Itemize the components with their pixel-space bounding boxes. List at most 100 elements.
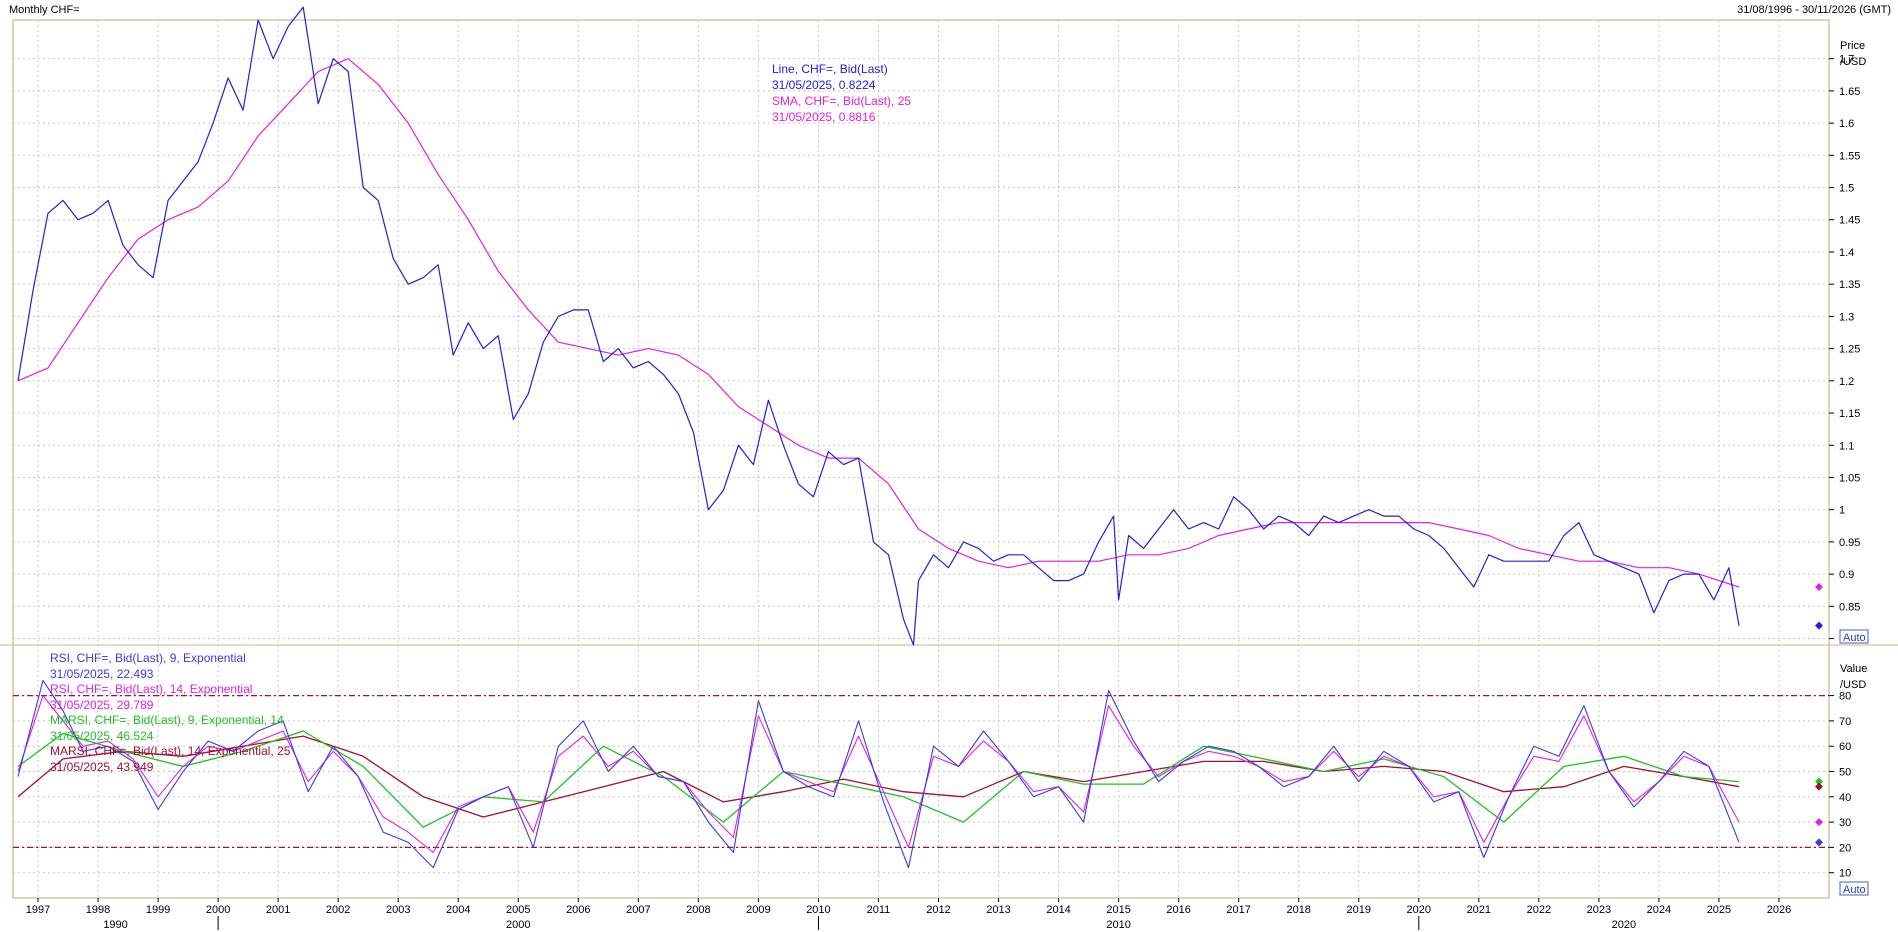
decade-label: 2000	[506, 919, 530, 931]
last-value-markers	[1815, 583, 1823, 847]
x-tick-label: 2020	[1407, 904, 1431, 916]
lower-y-tick-label: 10	[1839, 868, 1851, 880]
x-tick-label: 2005	[506, 904, 530, 916]
x-tick-label: 2007	[626, 904, 650, 916]
x-tick-label: 2012	[926, 904, 950, 916]
x-tick-label: 2018	[1286, 904, 1310, 916]
lower-legend-title: RSI, CHF=, Bid(Last), 14, Exponential	[50, 682, 252, 696]
lower-auto-button[interactable]: Auto	[1839, 881, 1869, 896]
x-tick-label: 1997	[26, 904, 50, 916]
lower-auto-label: Auto	[1843, 884, 1866, 896]
lower-axis-label-2: /USD	[1840, 679, 1866, 691]
x-tick-label: 2013	[986, 904, 1010, 916]
upper-y-tick-label: 1.1	[1839, 440, 1854, 452]
upper-axis-label-2: /USD	[1840, 56, 1866, 68]
date-range: 31/08/1996 - 30/11/2026 (GMT)	[1737, 4, 1891, 16]
upper-auto-label: Auto	[1843, 632, 1866, 644]
lower-y-tick-label: 20	[1839, 842, 1851, 854]
x-tick-label: 2026	[1767, 904, 1791, 916]
price-last-marker	[1815, 621, 1823, 630]
lower-legend-value: 31/05/2025, 29.789	[50, 698, 154, 712]
marsi9-line	[17, 730, 1740, 828]
x-tick-label: 2006	[566, 904, 590, 916]
lower-legend-title: RSI, CHF=, Bid(Last), 9, Exponential	[50, 651, 246, 665]
upper-y-tick-label: 1.55	[1839, 150, 1860, 162]
x-tick-label: 2024	[1647, 904, 1671, 916]
lower-panel-frame	[12, 644, 1830, 899]
upper-y-tick-label: 1.65	[1839, 86, 1860, 98]
x-tick-label: 2004	[446, 904, 470, 916]
chart-title: Monthly CHF=	[9, 4, 80, 16]
x-tick-label: 2016	[1166, 904, 1190, 916]
rsi9-line	[17, 679, 1740, 869]
lower-axis-label-1: Value	[1840, 663, 1867, 675]
lower-y-tick-label: 50	[1839, 767, 1851, 779]
upper-legend-title: SMA, CHF=, Bid(Last), 25	[772, 94, 911, 108]
x-tick-label: 2025	[1707, 904, 1731, 916]
x-tick-label: 2009	[746, 904, 770, 916]
x-tick-label: 1999	[146, 904, 170, 916]
marsi9-last-marker	[1815, 777, 1823, 786]
decade-label: 1990	[103, 919, 127, 931]
rsi14-last-marker	[1815, 818, 1823, 827]
x-tick-label: 2002	[326, 904, 350, 916]
lower-y-axis: 10 20 30 40 50 60 70 80	[1829, 691, 1851, 880]
upper-y-tick-label: 1.45	[1839, 215, 1860, 227]
x-tick-label: 2023	[1587, 904, 1611, 916]
decade-label: 2020	[1612, 919, 1636, 931]
upper-legend-value: 31/05/2025, 0.8224	[772, 78, 876, 92]
decade-label: 2010	[1106, 919, 1130, 931]
x-tick-label: 2000	[206, 904, 230, 916]
x-tick-label: 2011	[867, 904, 891, 916]
x-tick-label: 2010	[806, 904, 830, 916]
x-axis-years: 1997 1998 1999 2000 2001 2002 2003 2004 2005 2006…	[26, 898, 1791, 916]
x-tick-label: 2014	[1046, 904, 1070, 916]
x-tick-label: 2015	[1106, 904, 1130, 916]
upper-y-tick-label: 1.15	[1839, 408, 1860, 420]
upper-y-tick-label: 0.9	[1839, 569, 1854, 581]
lower-legend-value: 31/05/2025, 43.949	[50, 760, 154, 774]
x-tick-label: 1998	[86, 904, 110, 916]
upper-y-tick-label: 1.35	[1839, 279, 1860, 291]
x-tick-label: 2017	[1226, 904, 1250, 916]
lower-legend-title: MARSI, CHF=, Bid(Last), 9, Exponential, …	[50, 713, 284, 727]
x-tick-label: 2008	[686, 904, 710, 916]
vertical-grid	[37, 20, 1780, 898]
upper-y-tick-label: 0.95	[1839, 537, 1860, 549]
upper-y-axis: 0.80.850.90.9511.051.11.151.21.251.31.35…	[1829, 54, 1860, 646]
upper-series	[17, 6, 1740, 646]
upper-y-tick-label: 1.6	[1839, 118, 1854, 130]
lower-y-tick-label: 60	[1839, 741, 1851, 753]
lower-legend: RSI, CHF=, Bid(Last), 9, Exponential 31/0…	[50, 651, 291, 774]
upper-legend-title: Line, CHF=, Bid(Last)	[772, 62, 888, 76]
x-tick-label: 2003	[386, 904, 410, 916]
lower-y-tick-label: 40	[1839, 792, 1851, 804]
rsi-reference-lines	[13, 694, 1829, 849]
lower-legend-value: 31/05/2025, 22.493	[50, 667, 154, 681]
upper-y-tick-label: 1.4	[1839, 247, 1854, 259]
upper-y-tick-label: 1.5	[1839, 183, 1854, 195]
lower-legend-title: MARSI, CHF=, Bid(Last), 14, Exponential,…	[50, 744, 291, 758]
upper-y-tick-label: 1.25	[1839, 344, 1860, 356]
x-tick-label: 2021	[1467, 904, 1491, 916]
lower-y-tick-label: 70	[1839, 716, 1851, 728]
x-tick-label: 2022	[1527, 904, 1551, 916]
marsi14-line	[17, 735, 1740, 818]
x-tick-label: 2001	[266, 904, 290, 916]
x-axis-decades: 1990 2000 2010 2020	[103, 916, 1636, 931]
upper-y-tick-label: 1	[1839, 505, 1845, 517]
lower-y-tick-label: 30	[1839, 817, 1851, 829]
lower-series	[17, 679, 1740, 869]
upper-auto-button[interactable]: Auto	[1839, 629, 1869, 644]
sma-last-marker	[1815, 583, 1823, 592]
upper-y-tick-label: 1.7	[1839, 54, 1854, 66]
price-line	[17, 6, 1740, 646]
lower-y-tick-label: 80	[1839, 691, 1851, 703]
rsi9-last-marker	[1815, 838, 1823, 847]
upper-panel-frame	[12, 19, 1830, 646]
upper-legend-value: 31/05/2025, 0.8816	[772, 110, 876, 124]
upper-legend: Line, CHF=, Bid(Last) 31/05/2025, 0.8224 S…	[772, 62, 911, 124]
upper-y-tick-label: 1.3	[1839, 311, 1854, 323]
